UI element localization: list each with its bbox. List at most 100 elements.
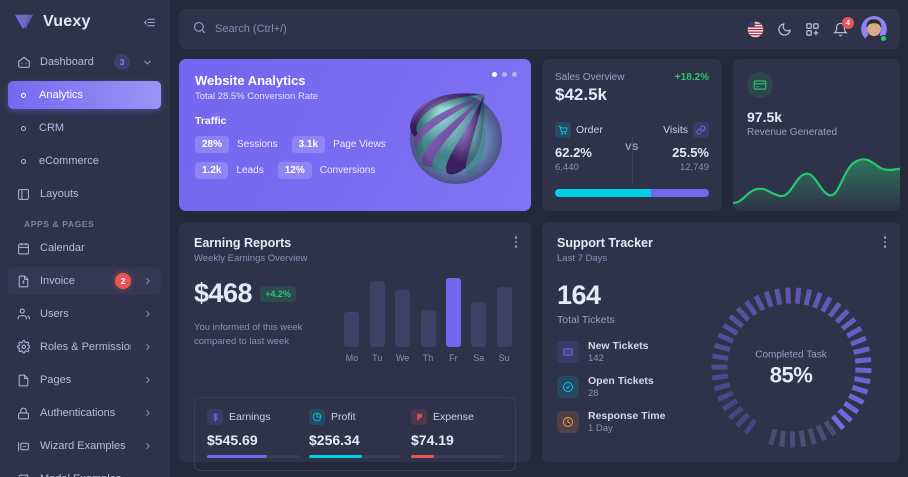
order-label: Order xyxy=(576,124,603,136)
check-circle-icon xyxy=(557,376,579,398)
card-subtitle: Weekly Earnings Overview xyxy=(194,253,308,264)
kebab-menu-icon[interactable] xyxy=(514,236,517,248)
gauge-tick xyxy=(851,384,868,395)
stat-value: $545.69 xyxy=(207,432,258,448)
visits-column: Visits 25.5% 12,749 xyxy=(649,122,709,173)
support-item-response-time: Response Time 1 Day xyxy=(557,410,697,434)
us-flag-icon[interactable] xyxy=(747,21,764,38)
online-status-dot xyxy=(880,35,887,42)
gauge-tick xyxy=(716,332,734,344)
sidebar-item-label: Modal Examples xyxy=(40,473,153,477)
carousel-dot[interactable] xyxy=(502,72,507,77)
card-title: Support Tracker xyxy=(557,236,653,250)
earning-note: You informed of this week compared to la… xyxy=(194,322,303,348)
sidebar-item-users[interactable]: Users xyxy=(8,300,161,328)
sales-overview-header: Sales Overview +18.2% xyxy=(555,72,709,83)
gauge-label: Completed Task xyxy=(755,348,827,360)
chart-bar xyxy=(395,290,411,347)
bell-icon[interactable]: 4 xyxy=(833,16,854,37)
sidebar-item-pages[interactable]: Pages xyxy=(8,366,161,394)
sidebar-item-label: Wizard Examples xyxy=(40,440,126,452)
earning-summary: $468 +4.2% You informed of this week com… xyxy=(194,278,334,383)
stat-value: 12% xyxy=(277,162,312,179)
sidebar-item-label: Invoice xyxy=(40,275,75,287)
revenue-generated-card: 97.5k Revenue Generated xyxy=(733,59,900,211)
gauge-tick xyxy=(716,390,734,402)
3d-sphere-graphic-icon xyxy=(384,73,529,203)
sidebar-badge-invoice: 2 xyxy=(115,273,131,289)
chevron-right-icon xyxy=(143,375,153,385)
sidebar-item-calendar[interactable]: Calendar xyxy=(8,234,161,262)
gauge-center-label: Completed Task 85% xyxy=(697,349,885,388)
gauge-tick xyxy=(854,367,872,374)
stat-profit: Profit $256.34 xyxy=(309,409,401,458)
gauge-tick xyxy=(819,296,832,313)
sidebar-item-analytics[interactable]: Analytics xyxy=(8,81,161,109)
chevron-right-icon xyxy=(143,441,153,451)
visits-count: 12,749 xyxy=(679,162,709,173)
order-column: Order 62.2% 6,440 xyxy=(555,122,615,173)
sidebar-item-authentications[interactable]: Authentications xyxy=(8,399,161,427)
calendar-icon xyxy=(16,241,31,256)
gauge-tick xyxy=(845,326,862,339)
moon-icon[interactable] xyxy=(777,22,792,37)
sidebar-item-modal-examples[interactable]: Modal Examples xyxy=(8,465,161,477)
sidebar-item-label: Users xyxy=(40,308,69,320)
sidebar-item-wizard-examples[interactable]: Wizard Examples xyxy=(8,432,161,460)
gauge-tick xyxy=(711,353,729,361)
sidebar-item-layouts[interactable]: Layouts xyxy=(8,180,161,208)
order-progress-fill xyxy=(555,189,651,197)
chart-bar xyxy=(344,312,360,347)
sidebar-item-roles-permissions[interactable]: Roles & Permissions xyxy=(8,333,161,361)
delta-badge: +18.2% xyxy=(674,72,709,83)
sales-comparison: Order 62.2% 6,440 VS Visits xyxy=(555,122,709,173)
stat-value: $74.19 xyxy=(411,432,454,448)
stat-value: 28% xyxy=(195,136,230,153)
chart-bar xyxy=(496,286,512,347)
brand-name: Vuexy xyxy=(43,13,91,30)
search-icon xyxy=(192,20,207,38)
sidebar-item-label: Calendar xyxy=(40,242,85,254)
carousel-dot[interactable] xyxy=(512,72,517,77)
radial-bar-ticks xyxy=(710,287,872,448)
stat-label: Expense xyxy=(433,411,474,423)
carousel-dot[interactable] xyxy=(492,72,497,77)
chart-bar xyxy=(445,278,461,347)
top-navbar: Search (Ctrl+/) xyxy=(179,9,900,49)
brand[interactable]: Vuexy xyxy=(0,0,169,44)
visits-percent: 25.5% xyxy=(672,145,709,160)
gauge-tick xyxy=(784,287,791,304)
support-item-open-tickets: Open Tickets 28 xyxy=(557,375,697,399)
bar-column: Sa xyxy=(467,278,491,363)
revenue-area-chart xyxy=(733,158,900,211)
gauge-tick xyxy=(735,306,750,322)
sidebar: Vuexy Dashboard 3 xyxy=(0,0,170,477)
gauge-tick xyxy=(767,428,777,446)
menu-collapse-icon[interactable] xyxy=(143,16,156,29)
carousel-dots[interactable] xyxy=(492,72,517,77)
grid-plus-icon[interactable] xyxy=(805,22,820,37)
gauge-value: 85% xyxy=(769,361,813,387)
sidebar-item-ecommerce[interactable]: eCommerce xyxy=(8,147,161,175)
avatar[interactable] xyxy=(861,16,887,42)
sidebar-item-crm[interactable]: CRM xyxy=(8,114,161,142)
gauge-tick xyxy=(853,376,871,385)
sidebar-item-invoice[interactable]: Invoice 2 xyxy=(8,267,161,295)
gauge-tick xyxy=(827,301,841,318)
support-item-new-tickets: New Tickets 142 xyxy=(557,340,697,364)
sidebar-item-dashboard[interactable]: Dashboard 3 xyxy=(8,48,161,76)
support-tracker-card: Support Tracker Last 7 Days 164 Total Ti… xyxy=(542,222,900,462)
kebab-menu-icon[interactable] xyxy=(883,236,886,248)
stat-progress-fill xyxy=(207,455,267,458)
stat-value: 1.2k xyxy=(195,162,229,179)
total-tickets-label: Total Tickets xyxy=(557,314,615,326)
bar-label: Th xyxy=(422,353,434,363)
chart-bar xyxy=(369,280,385,347)
search-input[interactable]: Search (Ctrl+/) xyxy=(192,20,747,38)
pie-chart-icon xyxy=(309,409,325,425)
gauge-tick xyxy=(734,412,750,428)
paypal-icon xyxy=(411,409,427,425)
gauge-tick xyxy=(840,317,857,331)
item-label: New Tickets xyxy=(588,340,649,352)
